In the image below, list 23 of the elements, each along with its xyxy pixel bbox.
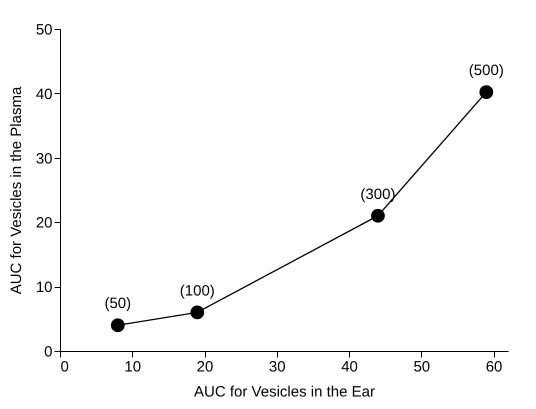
x-axis-title: AUC for Vesicles in the Ear bbox=[194, 384, 375, 400]
x-tick-label: 0 bbox=[60, 358, 69, 376]
annotation: (100) bbox=[180, 282, 215, 300]
y-tick-label: 10 bbox=[36, 279, 52, 296]
point bbox=[371, 208, 385, 223]
x-tick-label: 10 bbox=[124, 358, 142, 376]
point bbox=[479, 85, 494, 99]
point bbox=[110, 318, 125, 332]
point bbox=[190, 305, 204, 320]
x-tick-label: 30 bbox=[268, 358, 286, 376]
x-tick-label: 50 bbox=[413, 358, 430, 376]
annotation: (50) bbox=[104, 295, 132, 312]
x-tick-label: 20 bbox=[196, 358, 214, 376]
y-tick-label: 0 bbox=[44, 344, 52, 360]
y-tick-label: 30 bbox=[36, 150, 52, 168]
annotation: (500) bbox=[468, 62, 504, 80]
y-tick-label: 40 bbox=[36, 86, 52, 103]
y-tick-label: 50 bbox=[36, 22, 52, 38]
annotation: (300) bbox=[360, 186, 396, 203]
y-axis-title: AUC for Vesicles in the Plasma bbox=[8, 86, 25, 294]
y-tick-label: 20 bbox=[36, 214, 52, 232]
x-tick-label: 40 bbox=[341, 358, 358, 376]
x-tick-label: 60 bbox=[486, 358, 502, 376]
